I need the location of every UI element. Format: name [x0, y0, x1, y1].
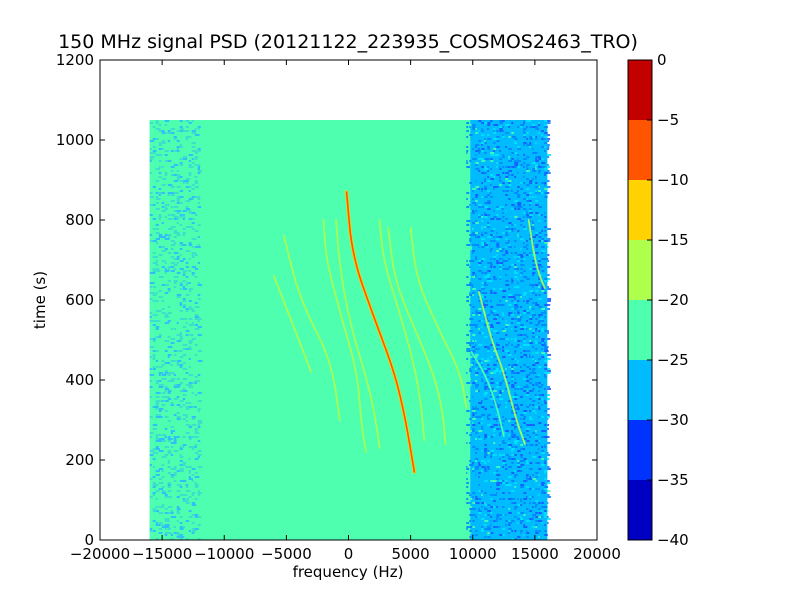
y-tick-label: 200 — [65, 451, 94, 469]
colorbar-segment — [628, 300, 652, 360]
signal-trace — [409, 227, 468, 409]
colorbar-tick-label: −5 — [657, 111, 679, 129]
y-tick-label: 800 — [65, 211, 94, 229]
signal-trace — [345, 191, 416, 473]
signal-trace — [387, 227, 447, 445]
heatmap-layer — [149, 120, 552, 540]
colorbar-segment — [628, 240, 652, 300]
signal-trace — [273, 275, 313, 373]
y-axis-label: time (s) — [31, 271, 49, 329]
x-tick-label: 15000 — [511, 545, 559, 563]
x-tick-label: −5000 — [261, 545, 312, 563]
colorbar-segment — [628, 60, 652, 120]
y-tick-label: 1000 — [56, 131, 94, 149]
colorbar-tick-label: −20 — [657, 291, 689, 309]
x-tick-label: −10000 — [194, 545, 254, 563]
trace-layer — [273, 190, 546, 474]
colorbar-tick-label: −35 — [657, 471, 689, 489]
colorbar-segment — [628, 360, 652, 420]
colorbar-tick-label: −40 — [657, 531, 689, 549]
colorbar-tick-label: −30 — [657, 411, 689, 429]
y-tick-label: 1200 — [56, 51, 94, 69]
x-tick-label: 0 — [344, 545, 354, 563]
heatmap-band — [199, 120, 471, 540]
colorbar-tick-label: −25 — [657, 351, 689, 369]
colorbar-segment — [628, 120, 652, 180]
signal-trace — [470, 351, 505, 437]
signal-trace — [322, 219, 367, 453]
y-tick-label: 0 — [84, 531, 94, 549]
colorbar-segment — [628, 180, 652, 240]
signal-trace — [527, 219, 546, 289]
x-tick-label: 10000 — [449, 545, 497, 563]
x-axis-label: frequency (Hz) — [293, 563, 404, 581]
x-tick-label: −15000 — [132, 545, 192, 563]
y-tick-label: 600 — [65, 291, 94, 309]
colorbar-segment — [628, 420, 652, 480]
colorbar-segment — [628, 480, 652, 540]
signal-trace — [283, 235, 341, 421]
chart-title: 150 MHz signal PSD (20121122_223935_COSM… — [58, 31, 638, 53]
colorbar-tick-label: 0 — [657, 51, 667, 69]
x-tick-label: −20000 — [70, 545, 130, 563]
signal-trace — [378, 219, 426, 441]
heatmap-noise — [149, 120, 552, 540]
x-axis: −20000 −15000 −10000 −5000 0 5000 10000 15000 20… — [70, 60, 621, 563]
colorbar: −40 −35 −30 −25 −20 −15 −10 −5 0 — [627, 51, 689, 549]
colorbar-tick-label: −10 — [657, 171, 689, 189]
colorbar-tick-label: −15 — [657, 231, 689, 249]
signal-trace — [478, 291, 526, 445]
y-axis: 0 200 400 600 800 1000 1200 — [56, 51, 597, 549]
x-tick-label: 5000 — [392, 545, 430, 563]
x-tick-label: 20000 — [573, 545, 621, 563]
y-tick-label: 400 — [65, 371, 94, 389]
signal-trace — [335, 219, 381, 449]
